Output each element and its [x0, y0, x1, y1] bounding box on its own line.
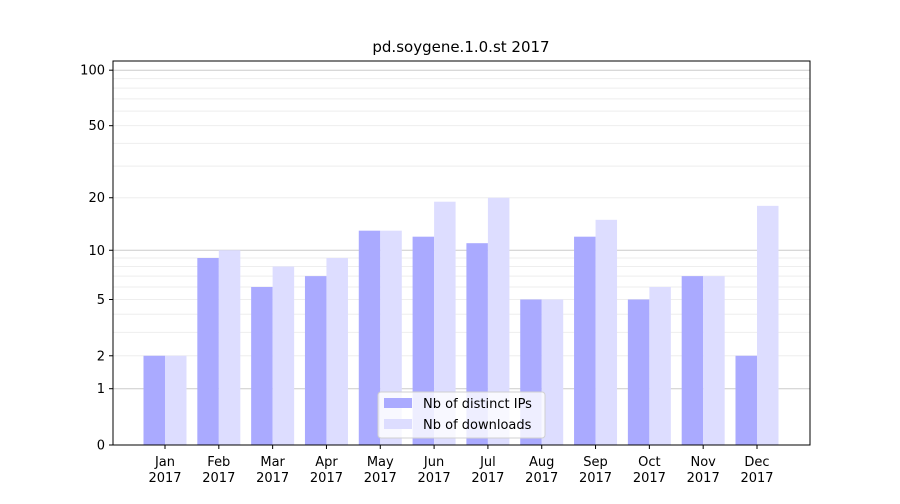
chart-title: pd.soygene.1.0.st 2017 [372, 38, 549, 56]
legend-swatch [384, 419, 412, 429]
y-tick-label: 0 [97, 439, 105, 454]
bar-downloads [595, 219, 618, 445]
bar-ips [574, 236, 596, 445]
legend: Nb of distinct IPs Nb of downloads [377, 391, 546, 439]
y-tick-label: 50 [88, 119, 105, 134]
bar-downloads [434, 201, 456, 445]
x-tick-label: Dec 2017 [740, 455, 773, 486]
x-tick-label: Feb 2017 [202, 455, 235, 486]
x-tick-label: Jan 2017 [148, 455, 181, 486]
x-tick-label: Sep 2017 [579, 455, 612, 486]
y-axis: 0 1 2 5 10 20 50 100 [80, 64, 113, 454]
bar-ips [681, 276, 704, 445]
plot-frame [112, 60, 811, 446]
x-tick-label: Apr 2017 [310, 455, 343, 486]
bar-downloads [380, 230, 402, 445]
bar-downloads [218, 250, 241, 445]
legend-label: Nb of downloads [423, 418, 532, 433]
y-tick-label: 1 [97, 382, 105, 397]
bar-downloads [649, 286, 671, 445]
x-tick-label: Jun 2017 [418, 455, 451, 486]
legend-box [377, 391, 546, 439]
x-tick-label: Nov 2017 [687, 455, 720, 486]
legend-swatch [384, 398, 412, 408]
y-tick-label: 10 [88, 244, 105, 259]
bar-downloads [165, 355, 187, 445]
bar-downloads [541, 299, 564, 445]
legend-label: Nb of distinct IPs [423, 397, 532, 412]
x-tick-label: Mar 2017 [256, 455, 289, 486]
y-tick-label: 20 [88, 191, 105, 206]
bar-downloads [487, 197, 510, 445]
bar-downloads [326, 258, 348, 445]
bar-ips [627, 299, 650, 445]
bar-ips [735, 355, 757, 445]
x-tick-label: Jul 2017 [471, 455, 504, 486]
x-tick-label: Oct 2017 [633, 455, 666, 486]
y-tick-label: 100 [80, 64, 105, 79]
bar-ips [251, 286, 273, 445]
bar-ips [304, 276, 327, 445]
x-tick-label: Aug 2017 [525, 455, 558, 486]
bars [143, 197, 779, 445]
bar-ips [143, 355, 165, 445]
bar-downloads [272, 266, 295, 445]
x-tick-label: May 2017 [364, 455, 397, 486]
bar-downloads [703, 276, 725, 445]
x-axis: Jan 2017 Feb 2017 Mar 2017 Apr 2017 May 2017 Jun 20… [148, 445, 774, 486]
bar-ips [197, 258, 219, 445]
y-tick-label: 5 [97, 293, 105, 308]
bar-downloads [757, 205, 779, 445]
bar-ips [358, 230, 381, 445]
y-tick-label: 2 [97, 349, 105, 364]
